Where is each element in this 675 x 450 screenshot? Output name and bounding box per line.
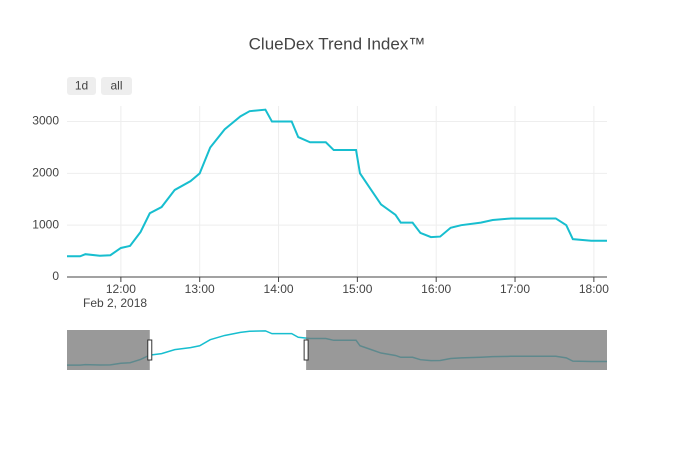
range-button[interactable]: 1d [67, 77, 96, 95]
x-tick-label: 15:00 [342, 282, 372, 296]
y-tick-label: 3000 [32, 114, 59, 128]
button-label[interactable]: 1d [75, 79, 88, 93]
x-tick-label: 16:00 [421, 282, 451, 296]
data-line [67, 108, 607, 258]
chart-title: ClueDex Trend Index™ [249, 34, 426, 53]
button-bg[interactable] [67, 77, 96, 95]
rangeslider-mask [306, 330, 607, 370]
rangeslider-handle[interactable] [147, 339, 153, 361]
y-tick-label: 1000 [32, 217, 59, 231]
y-tick-label: 0 [52, 269, 59, 283]
rangeslider-handle[interactable] [303, 339, 309, 361]
button-label[interactable]: all [110, 79, 122, 93]
x-tick-label: 13:00 [185, 282, 215, 296]
button-bg[interactable] [101, 77, 132, 95]
x-tick-label: 14:00 [264, 282, 294, 296]
x-tick-label: 17:00 [500, 282, 530, 296]
x-tick-label: 18:00 [579, 282, 609, 296]
rangeslider-mask [67, 330, 150, 370]
date-label: Feb 2, 2018 [83, 296, 147, 310]
range-button[interactable]: all [101, 77, 132, 95]
y-tick-label: 2000 [32, 166, 59, 180]
x-tick-label: 12:00 [106, 282, 136, 296]
